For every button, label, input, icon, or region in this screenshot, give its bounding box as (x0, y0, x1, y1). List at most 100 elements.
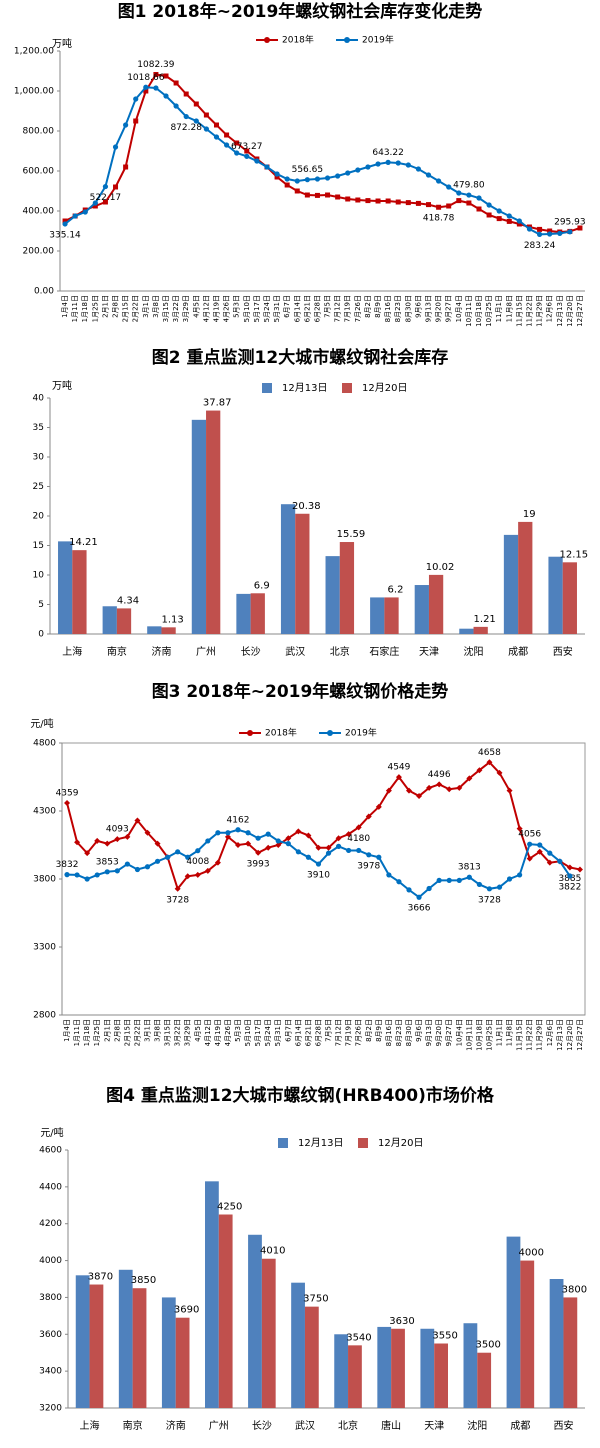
point (175, 849, 181, 855)
point (143, 88, 149, 94)
point (335, 835, 342, 842)
point (92, 200, 98, 206)
x-tick-label: 7月26日 (354, 295, 362, 322)
data-label: 3853 (96, 857, 119, 867)
data-label: 20.38 (292, 501, 321, 512)
x-tick-label: 4月5日 (194, 1019, 202, 1042)
bar (75, 1275, 90, 1408)
bar (348, 1345, 362, 1408)
x-tick-label: 5月31日 (274, 1019, 282, 1046)
legend-label: 12月20日 (362, 382, 407, 394)
point (506, 218, 512, 224)
x-tick-label: 2月1日 (103, 1019, 111, 1042)
point (466, 200, 472, 206)
point (536, 848, 543, 855)
x-tick-label: 11月8日 (505, 295, 513, 322)
x-tick-label: 10月4日 (455, 295, 463, 322)
bar (206, 410, 221, 634)
point (496, 884, 503, 890)
point (284, 176, 290, 182)
x-tick-label: 10月25日 (485, 295, 493, 327)
bar (428, 574, 444, 634)
bar (261, 1258, 276, 1408)
x-tick-label: 4月26日 (223, 295, 231, 322)
point (173, 103, 179, 109)
x-tick-label: 8月23日 (394, 295, 402, 322)
point (154, 858, 161, 864)
bar (370, 597, 385, 634)
bar (72, 550, 87, 634)
point (64, 799, 71, 806)
x-tick-label: 成都 (510, 1420, 530, 1432)
x-tick-label: 12月6日 (546, 295, 554, 322)
x-tick-label: 6月28日 (314, 1019, 322, 1046)
point (345, 831, 352, 838)
legend-label: 2019年 (345, 727, 377, 739)
legend-marker (327, 730, 333, 736)
bar (147, 626, 162, 634)
point (235, 827, 241, 833)
bar (116, 608, 132, 634)
data-label: 283.24 (524, 241, 556, 251)
y-tick-label: 15 (33, 541, 44, 551)
x-tick-label: 3月29日 (182, 295, 190, 322)
point (557, 230, 563, 236)
data-label: 4000 (519, 1248, 544, 1259)
bar (563, 1297, 578, 1408)
y-tick-label: 4400 (39, 1182, 62, 1192)
point (385, 159, 391, 165)
x-tick-label: 南京 (123, 1419, 143, 1432)
x-tick-label: 沈阳 (467, 1419, 487, 1432)
point (104, 869, 110, 875)
point (185, 854, 191, 860)
x-tick-label: 8月16日 (384, 295, 392, 322)
point (537, 842, 543, 848)
x-tick-label: 1月11日 (71, 295, 79, 322)
point (335, 843, 342, 849)
y-tick-label: 3800 (33, 875, 56, 885)
data-label: 3832 (56, 860, 79, 870)
legend-swatch (358, 1138, 368, 1148)
point (517, 872, 523, 878)
point (365, 164, 371, 170)
x-tick-label: 1月25日 (93, 1019, 101, 1046)
x-tick-label: 1月4日 (63, 1019, 71, 1042)
point (165, 854, 171, 860)
point (356, 847, 362, 854)
x-tick-label: 12月20日 (566, 295, 574, 327)
data-label: 522.17 (90, 193, 122, 203)
bar (420, 1328, 435, 1408)
point (516, 221, 522, 227)
point (526, 226, 533, 232)
data-label: 4093 (106, 825, 129, 835)
x-tick-label: 11月22日 (525, 295, 533, 327)
point (537, 226, 543, 232)
point (114, 836, 121, 843)
point (113, 184, 119, 190)
x-tick-label: 成都 (508, 646, 528, 658)
point (275, 842, 282, 848)
point (315, 861, 322, 867)
point (134, 817, 141, 824)
x-tick-label: 8月2日 (364, 295, 372, 318)
point (195, 848, 201, 854)
point (396, 879, 402, 885)
bar (520, 1260, 535, 1408)
x-tick-label: 广州 (209, 1420, 229, 1432)
x-tick-label: 1月18日 (83, 1019, 91, 1046)
x-tick-label: 11月22日 (526, 1019, 534, 1051)
x-tick-label: 5月3日 (233, 295, 241, 318)
point (314, 176, 321, 182)
bar (477, 1352, 492, 1408)
x-tick-label: 9月20日 (435, 295, 443, 322)
x-tick-label: 3月1日 (142, 295, 150, 318)
legend-marker (247, 730, 253, 736)
x-tick-label: 12月27日 (576, 295, 584, 327)
x-tick-label: 3月8日 (152, 295, 160, 318)
point (74, 872, 80, 878)
data-label: 1.13 (161, 614, 183, 625)
data-label: 3750 (303, 1294, 328, 1305)
point (426, 885, 432, 892)
data-label: 4250 (217, 1202, 242, 1213)
data-label: 3666 (408, 904, 431, 914)
